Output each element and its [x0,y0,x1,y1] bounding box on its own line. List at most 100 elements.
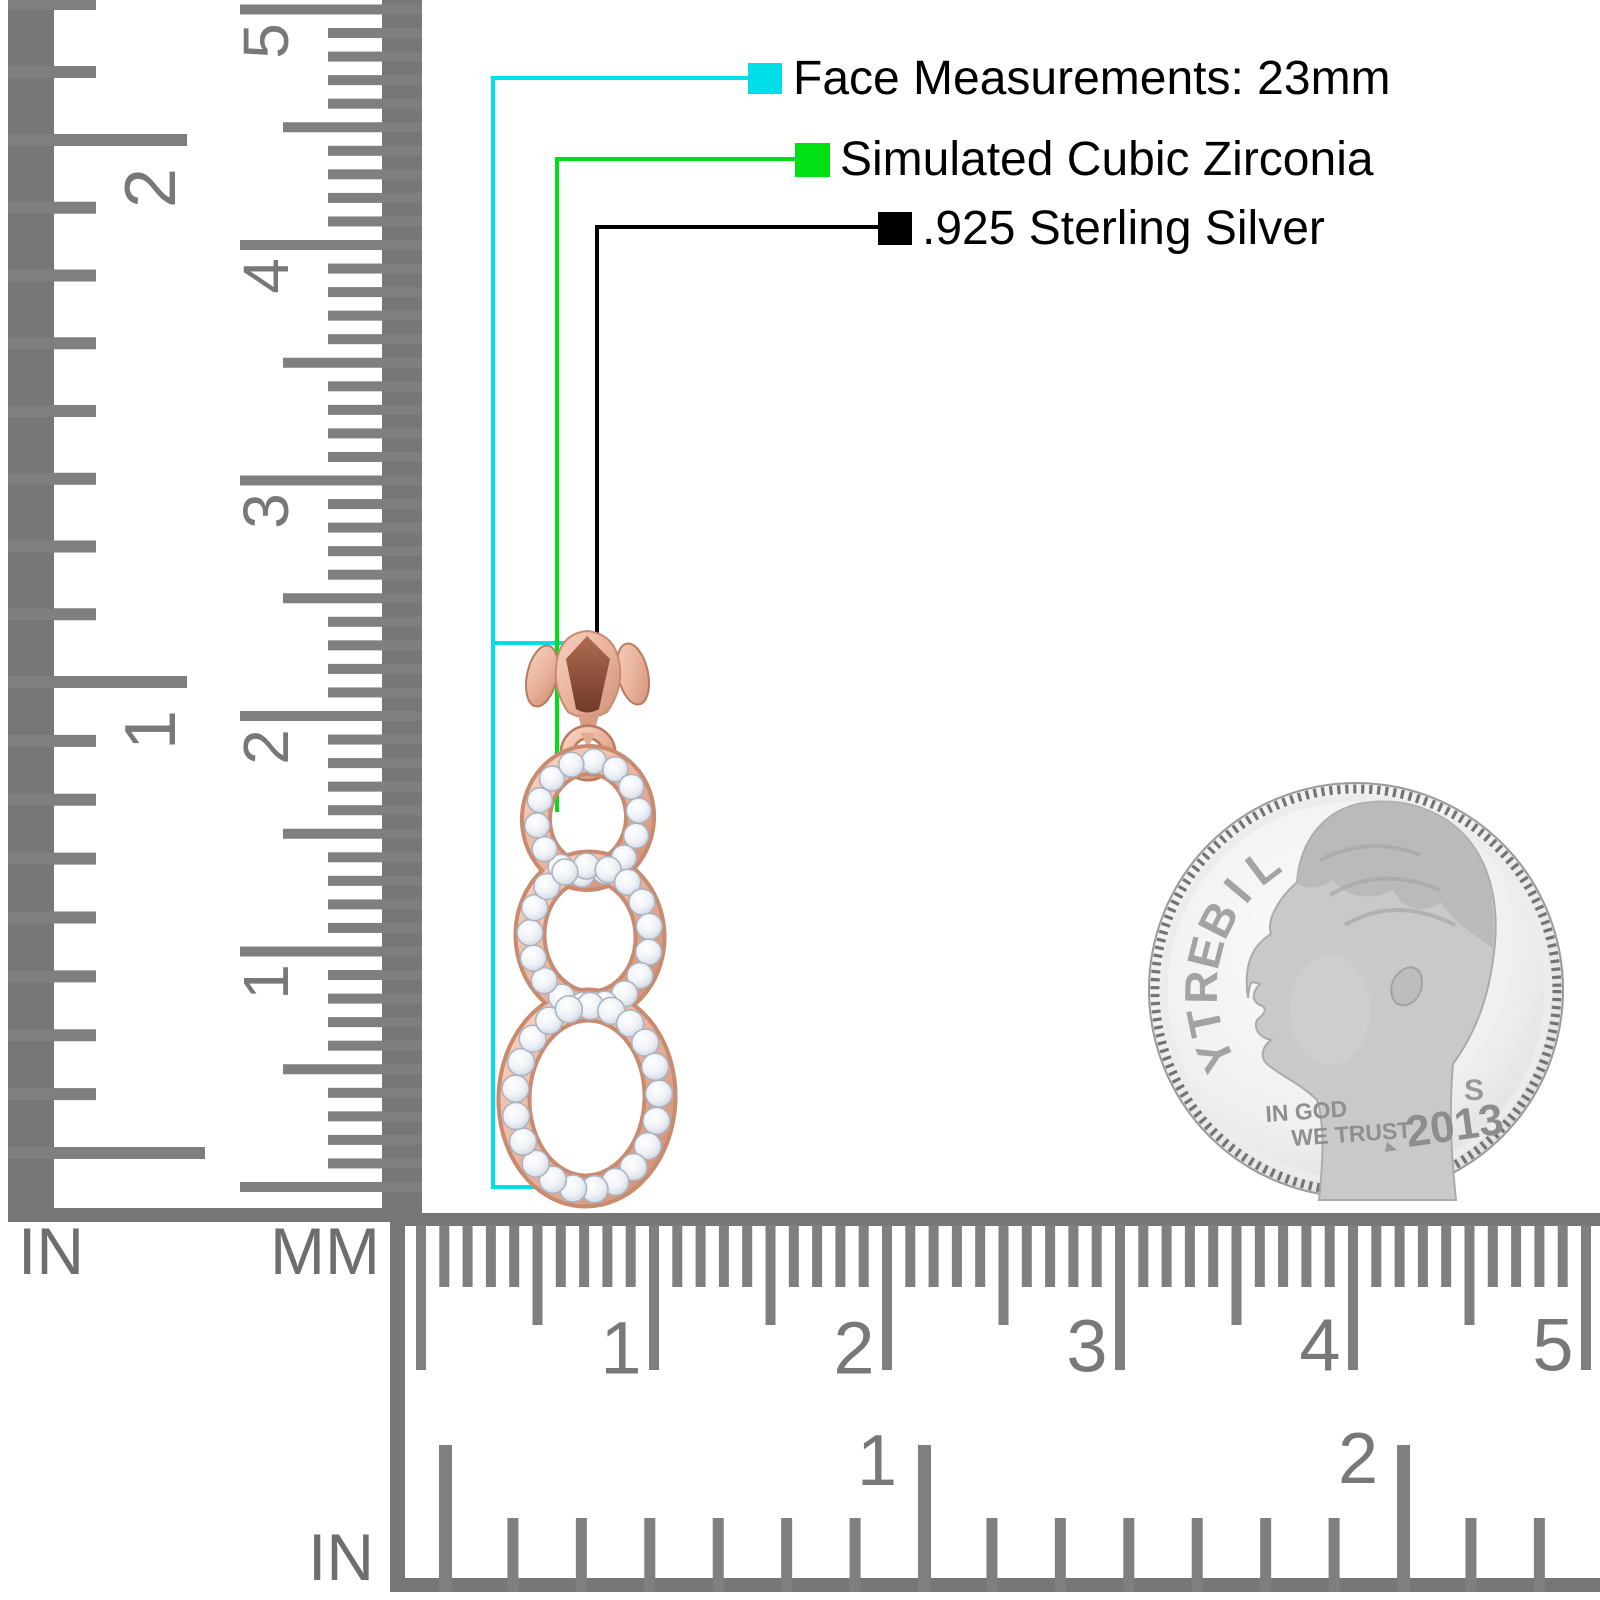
ruler-tick [507,1518,519,1592]
ruler-tick [1301,1225,1312,1287]
cz-stone [526,786,554,814]
cz-stone [628,888,656,916]
ruler-tick [858,1225,869,1287]
ruler-tick [8,540,96,553]
sterling-silver-swatch-icon [878,212,912,245]
left-inch-label-2: 2 [111,168,191,208]
infinity-twist-drop [496,744,678,1209]
left-inch-unit-label: IN [18,1214,84,1288]
cz-stone [518,1024,547,1053]
ruler-tick [765,1225,776,1325]
ruler-tick [1184,1225,1195,1287]
ruler-tick [328,663,422,674]
ruler-tick [328,1158,422,1169]
ruler-tick [998,1225,1009,1325]
ruler-tick [439,1225,450,1287]
ruler-tick [8,66,96,78]
left-mm-unit-label: MM [270,1214,380,1288]
bottom-inch-label-2: 2 [1338,1419,1378,1499]
cz-stone [506,1047,536,1077]
cz-stone [521,1149,550,1178]
ruler-tick [328,263,422,274]
ruler-tick [8,405,96,417]
ruler-tick [812,1225,823,1287]
ruler-tick [532,1225,543,1325]
ruler-tick [1068,1225,1079,1287]
ruler-tick [1465,1518,1477,1592]
ruler-tick [328,216,422,227]
cz-stone [631,1028,660,1057]
cz-stone [613,868,642,896]
ruler-tick [328,781,422,792]
bottom-inch-unit-label: IN [308,1520,374,1594]
ruler-tick [8,852,96,865]
ruler-tick [1208,1225,1219,1287]
ruler-tick [328,381,422,392]
ruler-tick [240,475,422,486]
ruler-tick [1161,1225,1172,1287]
ruler-tick [1533,1518,1545,1592]
left-inch-label-1: 1 [111,710,191,750]
cz-stone [508,1127,538,1157]
profile-hair [1297,801,1494,948]
ruler-tick [8,793,96,806]
cz-stone [533,872,561,901]
ruler-tick [328,687,422,698]
ruler-tick [1045,1225,1056,1287]
coin-reeded-edge [1150,784,1562,1196]
cz-stone [531,835,558,863]
ruler-tick [328,922,422,933]
bottom-mm-ruler-spine [390,1213,1600,1226]
bottom-mm-ruler: 1 2 3 4 5 [390,1213,1600,1592]
ruler-tick [328,28,422,39]
ruler-tick [416,1225,426,1370]
ruler-tick [1487,1225,1498,1287]
cz-stone [625,797,653,824]
ruler-tick [328,51,422,62]
ruler-tick [1581,1225,1591,1370]
ruler-tick [283,1064,422,1075]
ruler-tick [328,1040,422,1051]
sterling-silver-callout-line [595,225,878,658]
ruler-tick [328,145,422,156]
bottom-mm-label-3: 3 [1066,1305,1107,1388]
cz-stone [602,755,629,783]
ruler-tick [8,1029,96,1042]
face-measurement-swatch-icon [748,63,782,94]
ruler-tick [951,1225,962,1287]
ruler-tick [849,1518,861,1592]
ruler-tick [328,287,422,298]
ruler-tick [328,1134,422,1145]
ruler-tick [240,711,422,721]
ruler-tick [1138,1225,1149,1287]
ruler-tick [328,75,422,86]
cz-stone [633,1131,662,1161]
ruler-tick [1254,1225,1265,1287]
bottom-inch-label-1: 1 [857,1421,897,1501]
ruler-tick [328,1111,422,1122]
cz-stone [640,1052,670,1081]
ruler-tick [240,1182,422,1192]
left-mm-label-3: 3 [230,493,302,529]
cz-stone [635,912,664,941]
ruler-tick [328,192,422,203]
ruler-tick [328,758,422,769]
cubic-zirconia-callout-line [555,157,795,812]
face-measurement-label: Face Measurements: 23mm [793,52,1391,105]
cz-stone [615,1009,645,1038]
ruler-tick [240,946,422,957]
ruler-tick [1464,1225,1475,1325]
ruler-tick [328,852,422,863]
cz-stone [520,893,549,922]
cz-stone [554,995,584,1024]
left-mm-label-1: 1 [230,964,302,1000]
bottom-mm-label-4: 4 [1299,1304,1340,1387]
ruler-tick [882,1225,892,1370]
ruler-tick [1260,1518,1272,1592]
ruler-tick [8,608,96,621]
ruler-tick [695,1225,706,1287]
cz-stone [594,855,622,884]
cz-stone [538,765,566,792]
bottom-inch-ruler: 1 2 IN [308,1419,1600,1594]
ruler-tick [328,734,422,745]
